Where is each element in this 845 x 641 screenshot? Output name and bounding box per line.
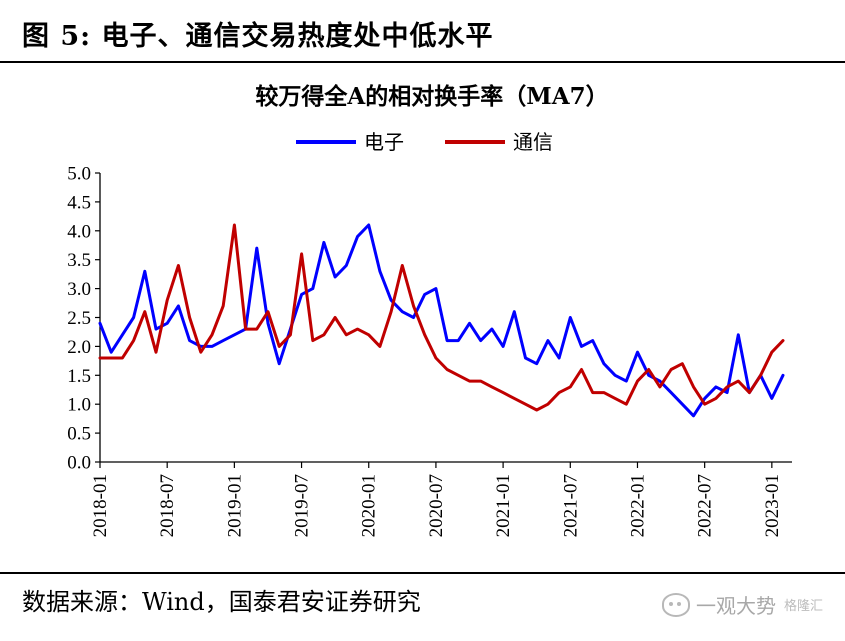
x-tick-label: 2021-01 xyxy=(493,474,514,537)
y-tick-label: 2.0 xyxy=(67,337,91,358)
y-tick-label: 1.0 xyxy=(67,395,91,416)
chart-title: 较万得全A的相对换手率（MA7） xyxy=(255,83,608,110)
legend: 电子 通信 xyxy=(296,130,553,154)
x-tick-label: 2020-01 xyxy=(359,474,380,537)
watermark: 一观大势 格隆汇 xyxy=(661,590,823,619)
x-tick-label: 2023-01 xyxy=(762,474,783,537)
top-rule xyxy=(0,61,845,63)
legend-label: 通信 xyxy=(513,130,553,154)
x-tick-label: 2020-07 xyxy=(426,474,447,537)
chart: 较万得全A的相对换手率（MA7） 电子 通信 0.0 0.5 1.0 1.5 2.0 2.5… xyxy=(67,83,792,537)
bottom-rule xyxy=(0,572,845,574)
y-tick-label: 4.0 xyxy=(67,221,91,242)
x-tick-label: 2019-07 xyxy=(292,474,313,537)
x-tick-label: 2019-01 xyxy=(224,474,245,537)
source-note: 数据来源：Wind，国泰君安证券研究 xyxy=(22,588,421,616)
y-tick-label: 1.5 xyxy=(67,366,91,387)
figure-title: 图 5: 电子、通信交易热度处中低水平 xyxy=(22,21,494,52)
y-tick-label: 5.0 xyxy=(67,164,91,185)
watermark-text: 一观大势 xyxy=(695,594,776,618)
wechat-icon xyxy=(661,592,690,617)
series-line-electronics xyxy=(98,223,785,418)
x-tick-label: 2022-01 xyxy=(627,474,648,537)
axes: 0.0 0.5 1.0 1.5 2.0 2.5 3.0 3.5 4.0 4.5 5.0 2018-01… xyxy=(67,164,792,537)
legend-label: 电子 xyxy=(364,130,404,154)
y-tick-label: 0.0 xyxy=(67,453,91,474)
series-layer xyxy=(98,223,785,418)
y-tick-label: 4.5 xyxy=(67,192,91,213)
y-tick-label: 3.5 xyxy=(67,250,91,271)
x-tick-label: 2018-07 xyxy=(157,474,178,537)
y-tick-label: 0.5 xyxy=(67,424,91,445)
y-tick-label: 2.5 xyxy=(67,308,91,329)
x-tick-label: 2021-07 xyxy=(560,474,581,537)
series-line-telecom xyxy=(98,223,785,412)
x-tick-label: 2022-07 xyxy=(695,474,716,537)
x-tick-label: 2018-01 xyxy=(90,474,111,537)
watermark-sub: 格隆汇 xyxy=(783,599,823,614)
y-tick-label: 3.0 xyxy=(67,279,91,300)
